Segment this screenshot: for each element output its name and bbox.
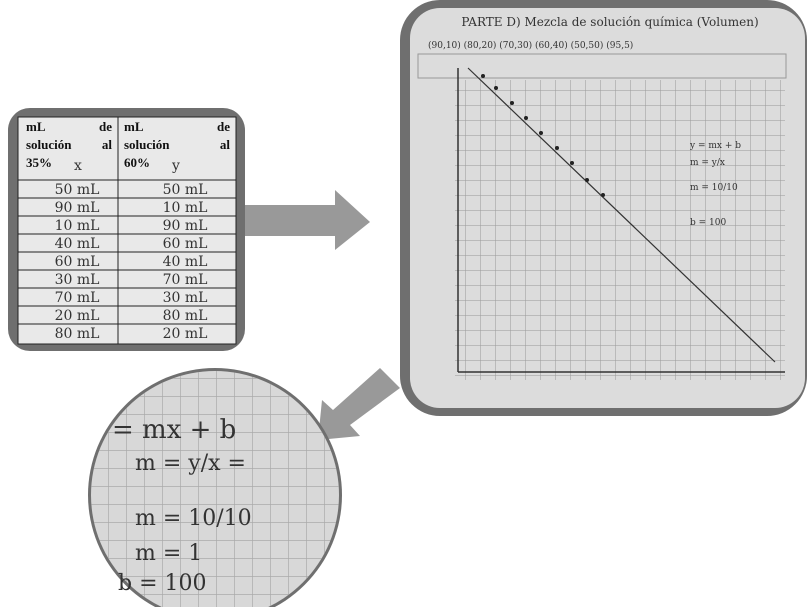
grid — [455, 80, 785, 380]
cell: 90 mL — [55, 200, 100, 216]
header-text: solución — [26, 137, 72, 152]
point — [510, 101, 514, 105]
cell: 70 mL — [163, 272, 208, 288]
cell: 50 mL — [163, 182, 208, 198]
cell: 30 mL — [55, 272, 100, 288]
cell: 20 mL — [55, 308, 100, 324]
point — [585, 178, 589, 182]
header-text: al — [220, 137, 231, 152]
zoom-line: = mx + b — [112, 415, 236, 445]
note: m = 10/10 — [690, 183, 738, 193]
cell: 50 mL — [55, 182, 100, 198]
cell: 80 mL — [163, 308, 208, 324]
point — [601, 193, 605, 197]
header-text: solución — [124, 137, 170, 152]
point — [539, 131, 543, 135]
zoom-line: m = 10/10 — [135, 506, 252, 531]
zoom-line: m = 1 — [135, 541, 202, 566]
cell: 30 mL — [163, 290, 208, 306]
note: b = 100 — [690, 218, 726, 228]
point — [494, 86, 498, 90]
point — [524, 116, 528, 120]
point — [570, 161, 574, 165]
note: m = y/x — [690, 158, 725, 168]
arrow — [245, 190, 370, 250]
header-text: x — [74, 158, 82, 174]
cell: 60 mL — [163, 236, 208, 252]
cell: 90 mL — [163, 218, 208, 234]
header-text: de — [99, 119, 112, 134]
header-text: al — [102, 137, 113, 152]
header-text: y — [171, 158, 180, 174]
header-text: mL — [124, 119, 144, 134]
zoom-line: m = y/x = — [135, 451, 246, 476]
zoom-line: b = 100 — [118, 571, 207, 596]
header-text: de — [217, 119, 230, 134]
cell: 60 mL — [55, 254, 100, 270]
header-text: 35% — [26, 155, 52, 170]
cell: 40 mL — [55, 236, 100, 252]
header-text: 60% — [124, 155, 150, 170]
cell: 80 mL — [55, 326, 100, 342]
point — [555, 146, 559, 150]
cell: 40 mL — [163, 254, 208, 270]
cell: 10 mL — [163, 200, 208, 216]
cell: 70 mL — [55, 290, 100, 306]
note: y = mx + b — [689, 141, 741, 151]
page: {"table": {"headers": [["mL", "de", "sol… — [0, 0, 807, 607]
point — [481, 74, 485, 78]
points-label: (90,10) (80,20) (70,30) (60,40) (50,50) … — [428, 40, 633, 51]
composite: mL de solución al 35% x mL de solución al 60% y 50 m… — [0, 0, 807, 607]
header-text: mL — [26, 119, 46, 134]
graph-title: PARTE D) Mezcla de solución química (Vol… — [461, 15, 758, 29]
cell: 10 mL — [55, 218, 100, 234]
arrow — [318, 368, 400, 440]
cell: 20 mL — [163, 326, 208, 342]
